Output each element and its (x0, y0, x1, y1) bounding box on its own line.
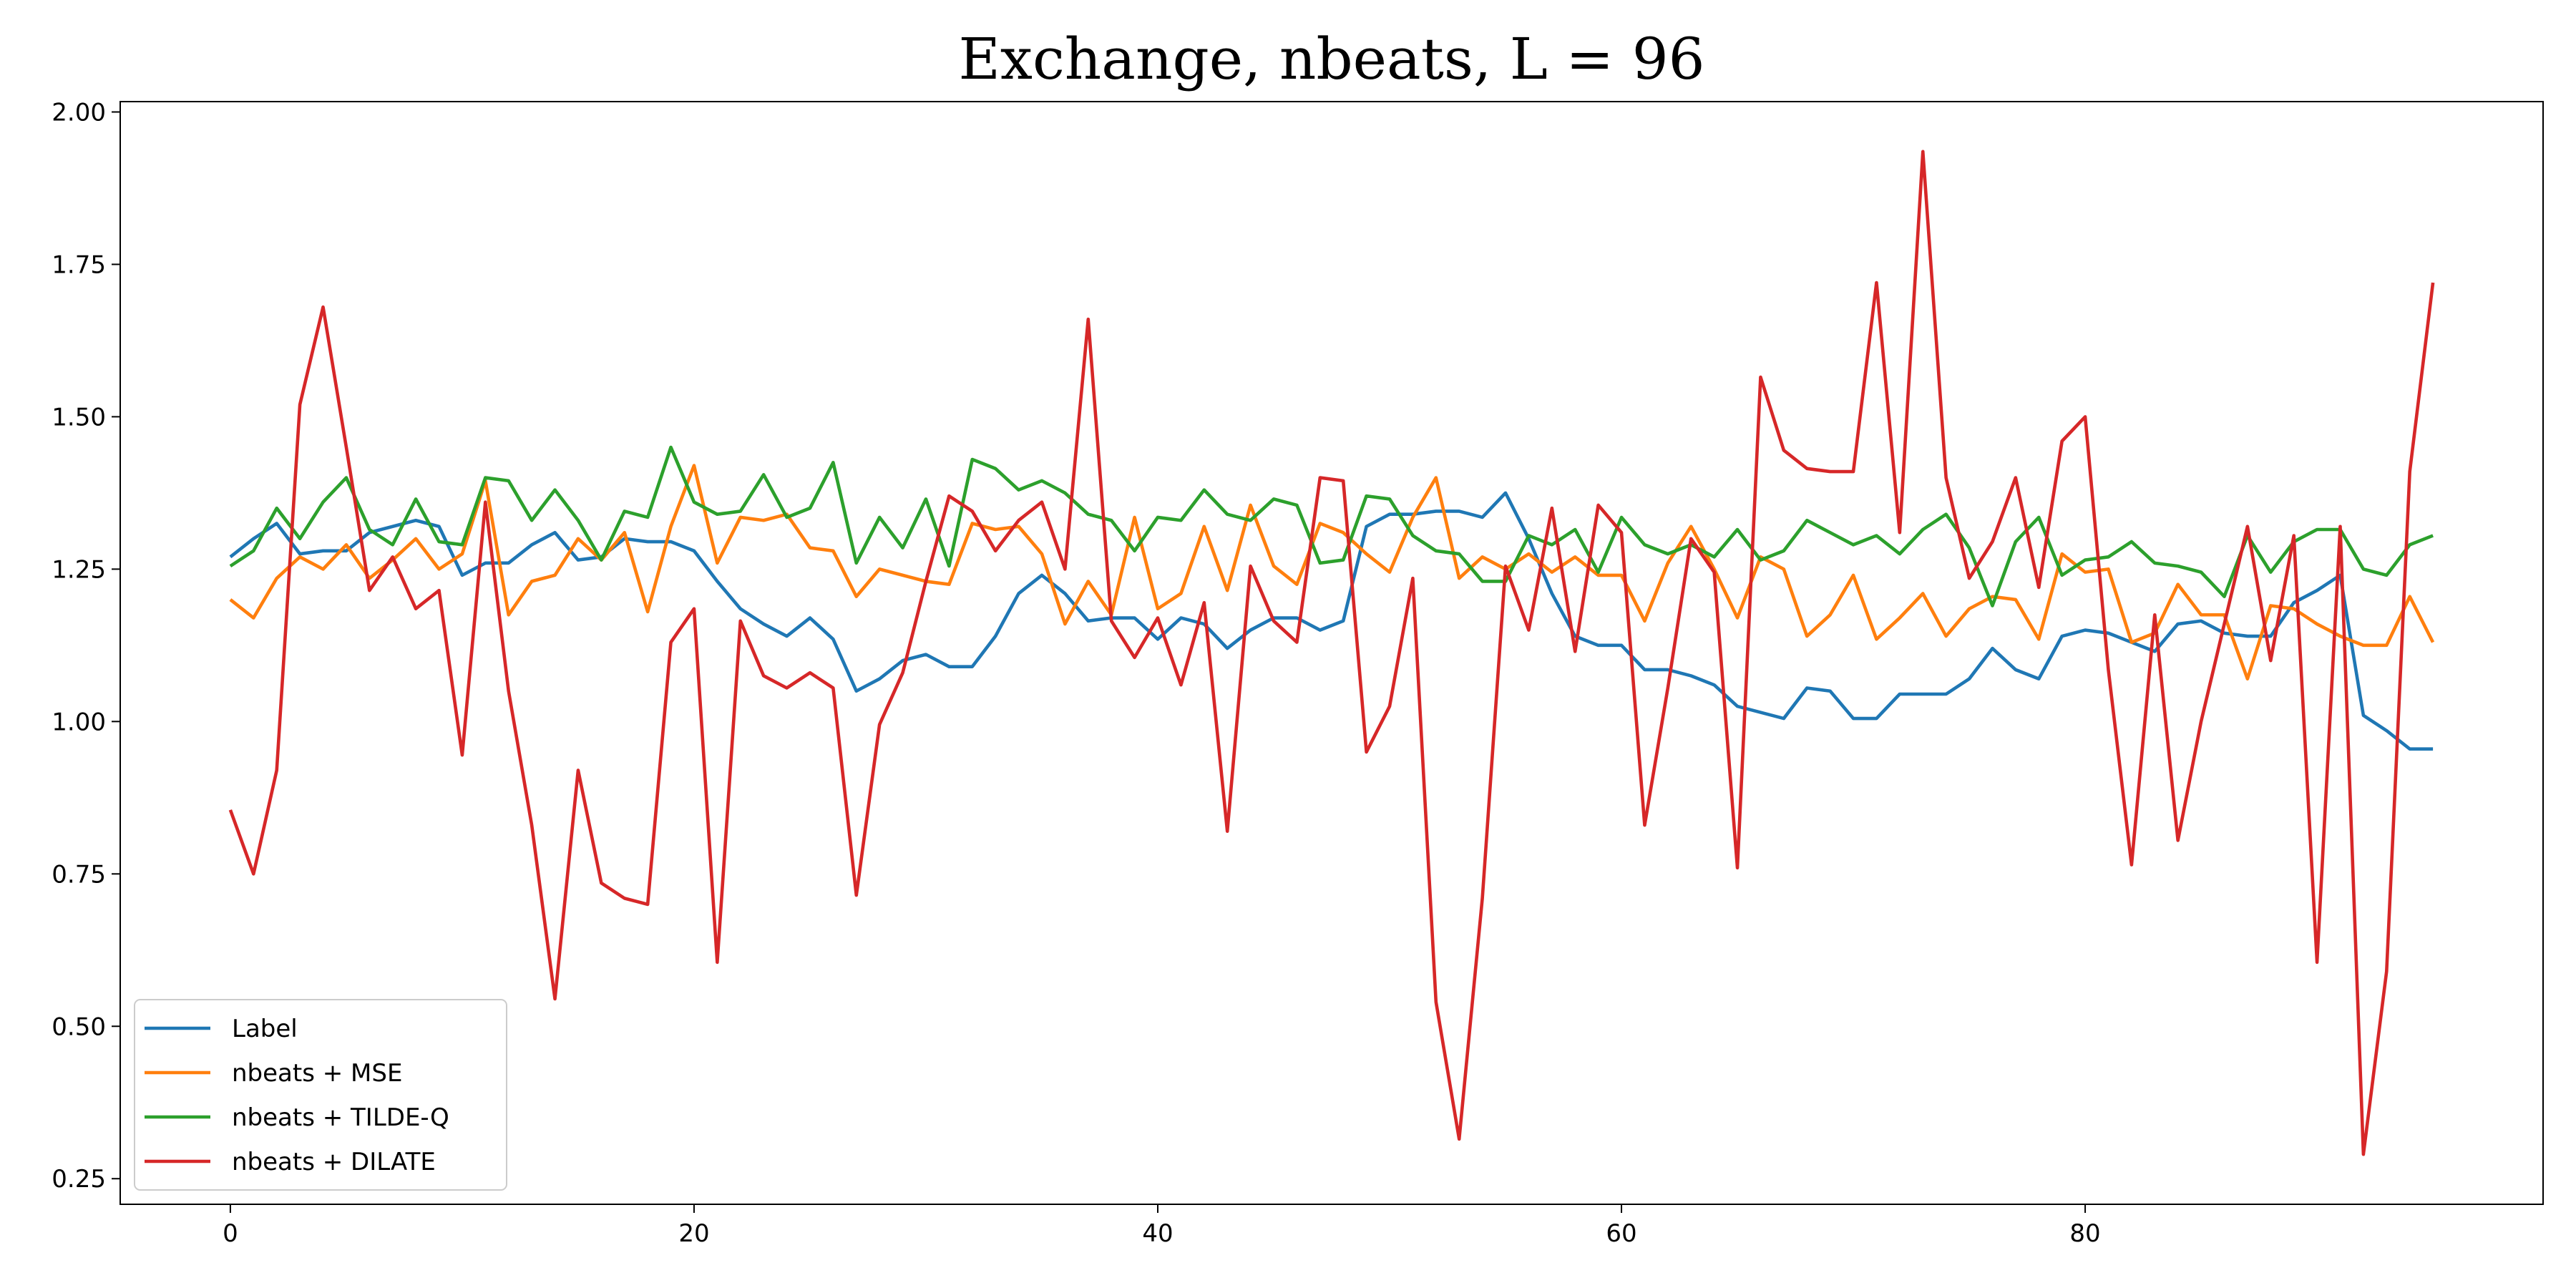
legend-label: nbeats + DILATE (232, 1148, 436, 1176)
legend-box (134, 999, 507, 1191)
x-tick-label: 80 (2069, 1219, 2100, 1248)
y-tick-label: 0.50 (52, 1013, 106, 1041)
y-tick-label: 2.00 (52, 98, 106, 127)
y-tick-label: 1.75 (52, 250, 106, 279)
y-tick-label: 1.50 (52, 403, 106, 431)
legend-label: nbeats + MSE (232, 1059, 402, 1088)
y-tick-label: 1.25 (52, 555, 106, 584)
y-tick-label: 0.25 (52, 1165, 106, 1194)
chart-title: Exchange, nbeats, L = 96 (958, 26, 1704, 92)
y-tick-label: 1.00 (52, 708, 106, 736)
x-tick-label: 40 (1142, 1219, 1173, 1248)
legend-label: Label (232, 1015, 298, 1043)
y-tick-label: 0.75 (52, 860, 106, 889)
legend-label: nbeats + TILDE-Q (232, 1103, 449, 1132)
plot-frame (119, 101, 2544, 1205)
x-tick-label: 60 (1606, 1219, 1636, 1248)
series-line (228, 150, 2435, 1156)
x-tick-label: 0 (223, 1219, 238, 1248)
x-tick-label: 20 (678, 1219, 709, 1248)
series-line (229, 445, 2434, 608)
